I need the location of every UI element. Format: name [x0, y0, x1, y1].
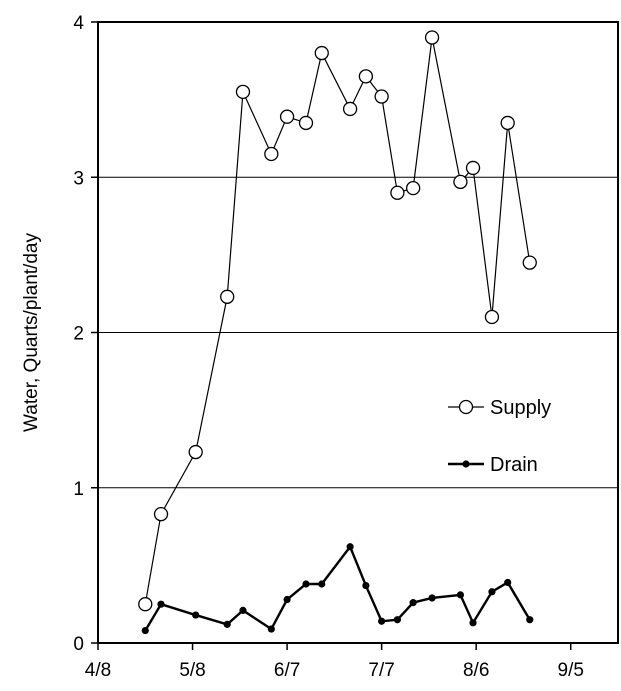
- point-supply: [314, 45, 329, 61]
- y-axis-title: Water, Quarts/plant/day: [21, 233, 42, 432]
- point-supply: [424, 30, 440, 45]
- y-tick-label: 3: [73, 168, 84, 189]
- point-drain: [267, 625, 275, 633]
- legend: Supply Drain: [448, 397, 551, 476]
- point-supply: [484, 309, 500, 325]
- series-layer: [138, 30, 537, 635]
- legend-label-supply: Supply: [490, 397, 551, 419]
- point-drain: [378, 617, 386, 625]
- point-drain: [504, 578, 512, 587]
- x-tick-label: 8/6: [463, 660, 489, 681]
- point-drain: [409, 599, 417, 607]
- point-supply: [153, 506, 169, 522]
- point-supply: [279, 109, 295, 124]
- y-tick-label: 2: [73, 324, 84, 345]
- axes: 0 1 2 3 4 4/8 5/8 6/7 7/7 8/6 9/5 Water, Quarts/pla…: [21, 13, 619, 681]
- y-tick-label: 1: [73, 479, 84, 500]
- point-supply: [264, 146, 279, 162]
- point-supply: [342, 101, 358, 117]
- point-drain: [302, 580, 310, 588]
- y-tick-label: 4: [73, 13, 84, 34]
- point-supply: [406, 180, 421, 196]
- point-drain: [318, 580, 326, 588]
- x-tick-label: 4/8: [85, 660, 111, 681]
- series-line-supply: [144, 37, 531, 605]
- series-line-drain: [144, 544, 531, 632]
- legend-marker: [458, 399, 474, 415]
- point-drain: [456, 591, 465, 599]
- plot-frame: [97, 21, 619, 644]
- point-supply: [138, 597, 153, 612]
- point-drain: [526, 616, 534, 624]
- point-supply: [522, 255, 537, 270]
- x-tick-label: 7/7: [368, 660, 394, 681]
- point-drain: [192, 611, 200, 619]
- point-drain: [141, 626, 149, 635]
- point-supply: [188, 444, 203, 460]
- point-drain: [239, 606, 247, 614]
- legend-label-drain: Drain: [490, 454, 538, 476]
- legend-marker: [462, 460, 470, 468]
- y-tick-label: 0: [73, 634, 84, 655]
- point-drain: [346, 543, 354, 551]
- point-drain: [488, 588, 496, 596]
- point-drain: [283, 595, 291, 604]
- x-tick-label: 5/8: [179, 660, 205, 681]
- point-supply: [465, 160, 481, 176]
- x-tick-label: 9/5: [558, 660, 584, 681]
- point-drain: [157, 600, 165, 608]
- point-supply: [358, 69, 374, 84]
- point-supply: [453, 174, 468, 190]
- point-supply: [235, 84, 251, 100]
- x-tick-label: 6/7: [274, 660, 300, 681]
- point-supply: [220, 289, 235, 304]
- point-drain: [223, 620, 231, 628]
- point-supply: [374, 89, 389, 104]
- point-supply: [390, 185, 405, 200]
- point-drain: [393, 616, 401, 624]
- point-supply: [298, 115, 314, 131]
- point-drain: [428, 594, 436, 602]
- point-drain: [469, 619, 477, 627]
- point-supply: [500, 115, 515, 131]
- point-drain: [362, 581, 370, 590]
